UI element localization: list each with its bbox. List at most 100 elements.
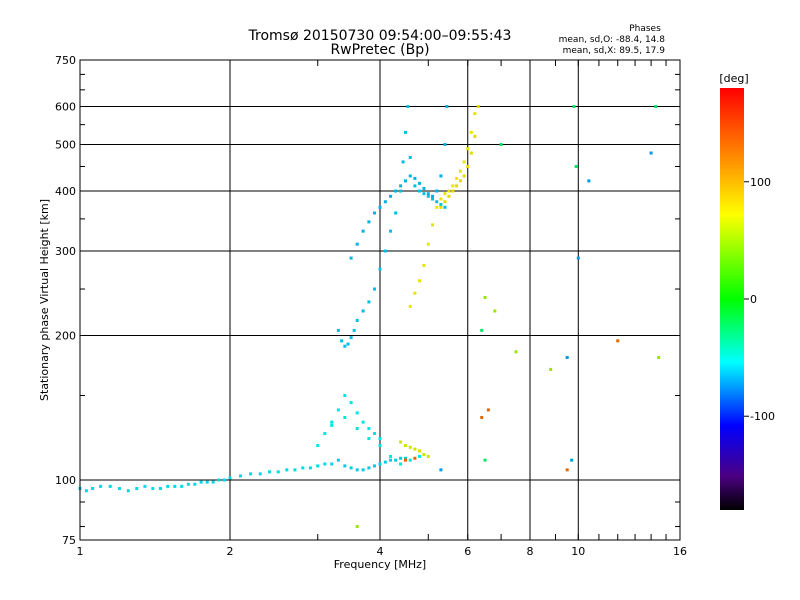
data-point — [443, 200, 447, 204]
data-point — [514, 350, 518, 354]
colorbar-ticks: 100 0 -100 — [744, 176, 775, 423]
data-point — [135, 487, 139, 491]
data-point — [373, 287, 377, 291]
data-point — [649, 151, 653, 155]
data-point — [108, 484, 112, 488]
data-point — [458, 179, 462, 183]
data-point — [355, 468, 359, 472]
data-point — [99, 484, 103, 488]
data-point — [193, 482, 197, 486]
data-point — [422, 192, 426, 196]
data-point — [330, 462, 334, 466]
data-point — [346, 342, 350, 346]
data-point — [473, 112, 477, 116]
y-tick-label: 400 — [55, 185, 76, 198]
data-point — [355, 525, 359, 529]
data-point — [389, 454, 393, 458]
data-point — [587, 179, 591, 183]
data-point — [399, 184, 403, 188]
data-point — [199, 480, 203, 484]
data-point — [403, 456, 407, 460]
data-point — [84, 489, 88, 493]
data-point — [217, 478, 221, 482]
data-point — [316, 464, 320, 468]
y-tick-label: 500 — [55, 139, 76, 152]
data-point — [443, 143, 447, 147]
data-point — [435, 200, 439, 204]
data-point — [483, 296, 487, 300]
y-tick-label: 75 — [62, 534, 76, 547]
colorbar-tick-label: 100 — [750, 176, 771, 189]
data-point — [378, 462, 382, 466]
data-point — [455, 176, 459, 180]
data-point — [657, 355, 661, 359]
data-point — [422, 186, 426, 190]
data-point — [413, 456, 417, 460]
x-tick-label: 4 — [377, 545, 384, 558]
data-point — [399, 189, 403, 193]
data-point — [378, 437, 382, 441]
data-point — [258, 472, 262, 476]
data-point — [378, 444, 382, 448]
data-point — [466, 164, 470, 168]
data-point — [499, 143, 503, 147]
data-point — [349, 401, 353, 405]
stats-o-line: mean, sd,O: -88.4, 14.8 — [559, 35, 666, 45]
data-point — [426, 194, 430, 198]
data-point — [166, 484, 170, 488]
data-point — [394, 211, 398, 215]
data-point — [349, 256, 353, 260]
data-point — [373, 464, 377, 468]
data-point — [336, 458, 340, 462]
data-point — [451, 189, 455, 193]
data-point — [330, 423, 334, 427]
data-point — [378, 267, 382, 271]
data-point — [349, 466, 353, 470]
data-point — [616, 339, 620, 343]
data-point — [186, 482, 190, 486]
data-point — [455, 184, 459, 188]
data-point — [417, 189, 421, 193]
data-point — [336, 328, 340, 332]
x-tick-label: 16 — [673, 545, 687, 558]
data-points — [78, 105, 661, 529]
data-point — [431, 223, 435, 227]
data-point — [443, 205, 447, 209]
data-point — [408, 458, 412, 462]
data-point — [403, 130, 407, 134]
data-point — [394, 189, 398, 193]
data-point — [340, 339, 344, 343]
chart-subtitle: RwPretec (Bp) — [330, 42, 429, 58]
data-point — [480, 328, 484, 332]
data-point — [343, 464, 347, 468]
data-point — [378, 205, 382, 209]
data-point — [399, 440, 403, 444]
data-point — [431, 197, 435, 201]
data-point — [211, 480, 215, 484]
colorbar-label: [deg] — [719, 72, 748, 85]
data-point — [293, 468, 297, 472]
data-point — [91, 487, 95, 491]
data-point — [572, 105, 576, 109]
data-point — [249, 472, 253, 476]
data-point — [394, 458, 398, 462]
data-point — [383, 200, 387, 204]
data-point — [267, 470, 271, 474]
data-point — [223, 478, 227, 482]
data-point — [323, 462, 327, 466]
y-tick-label: 300 — [55, 245, 76, 258]
stats-x-line: mean, sd,X: 89.5, 17.9 — [563, 46, 666, 56]
data-point — [389, 458, 393, 462]
data-point — [367, 466, 371, 470]
data-point — [431, 194, 435, 198]
data-point — [483, 458, 487, 462]
data-point — [576, 256, 580, 260]
data-point — [336, 408, 340, 412]
data-point — [447, 194, 451, 198]
data-point — [239, 474, 243, 478]
data-point — [151, 487, 155, 491]
data-point — [413, 176, 417, 180]
data-point — [285, 468, 289, 472]
data-point — [466, 147, 470, 151]
